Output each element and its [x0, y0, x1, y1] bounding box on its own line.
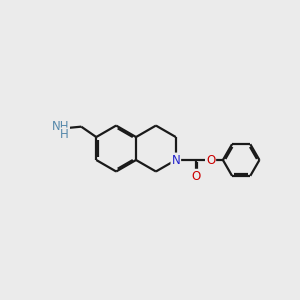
Text: NH: NH [52, 120, 69, 133]
Text: O: O [206, 154, 215, 166]
Text: O: O [191, 170, 200, 183]
Text: H: H [60, 128, 69, 141]
Text: N: N [171, 154, 180, 166]
